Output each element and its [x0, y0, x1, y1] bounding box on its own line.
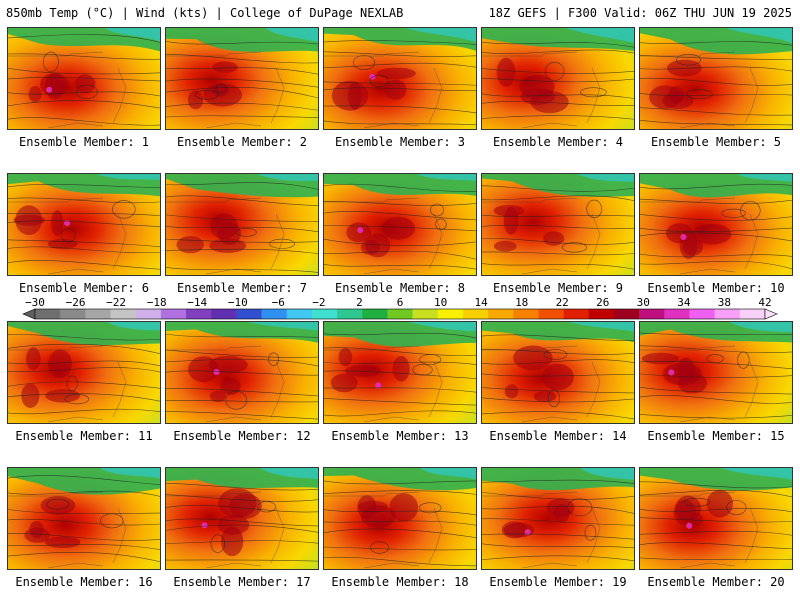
- ensemble-member-label: Ensemble Member: 14: [489, 429, 627, 443]
- colorbar-tick-label: 2: [356, 296, 363, 309]
- ensemble-member-label: Ensemble Member: 10: [647, 281, 785, 295]
- colorbar-swatch: [462, 309, 489, 319]
- colorbar-swatch: [488, 309, 514, 319]
- colorbar-tick-label: 42: [758, 296, 772, 309]
- ensemble-map-panel: [639, 321, 793, 424]
- ensemble-member-label: Ensemble Member: 19: [489, 575, 627, 589]
- colorbar-tick-label: 14: [474, 296, 488, 309]
- ensemble-member-label: Ensemble Member: 6: [18, 281, 150, 295]
- colorbar-swatch: [412, 309, 439, 319]
- ensemble-map-panel: [165, 467, 319, 570]
- colorbar-swatch: [387, 309, 413, 319]
- colorbar-tick-label: 6: [396, 296, 404, 309]
- ensemble-member-label: Ensemble Member: 3: [334, 135, 466, 149]
- temperature-colorbar: [22, 308, 778, 320]
- ensemble-member-label: Ensemble Member: 2: [176, 135, 308, 149]
- colorbar-tick-label: 26: [596, 296, 610, 309]
- ensemble-map-panel: [7, 173, 161, 276]
- colorbar-tick-label: −22: [106, 296, 127, 309]
- colorbar-tick-label: 30: [636, 296, 650, 309]
- ensemble-map-panel: [481, 321, 635, 424]
- colorbar-swatch: [588, 309, 615, 319]
- colorbar-swatch: [639, 309, 665, 319]
- ensemble-member-label: Ensemble Member: 9: [492, 281, 624, 295]
- colorbar-tick-label: −26: [65, 296, 86, 309]
- ensemble-member-label: Ensemble Member: 7: [176, 281, 308, 295]
- ensemble-member-label: Ensemble Member: 8: [334, 281, 466, 295]
- colorbar-max-arrow: [764, 308, 778, 320]
- ensemble-map-panel: [323, 467, 477, 570]
- colorbar-tick-label: −10: [227, 296, 248, 309]
- colorbar-tick-label: 18: [515, 296, 529, 309]
- colorbar-tick-labels: −30 −26 −22 −18 −14 −10 −6 −2 2 6 10 14 18 22 26 30 34 38…: [0, 296, 800, 309]
- colorbar-swatch: [513, 309, 539, 319]
- colorbar-tick-label: 34: [677, 296, 691, 309]
- colorbar-swatch: [311, 309, 338, 319]
- ensemble-member-label: Ensemble Member: 12: [173, 429, 311, 443]
- colorbar-swatch: [362, 309, 388, 319]
- colorbar-swatch: [211, 309, 237, 319]
- colorbar-tick-label: 38: [717, 296, 732, 309]
- colorbar-swatch: [664, 309, 690, 319]
- colorbar-tick-label: 10: [433, 296, 448, 309]
- colorbar-min-arrow: [22, 308, 36, 320]
- colorbar-swatch: [286, 309, 313, 319]
- ensemble-member-label: Ensemble Member: 13: [331, 429, 469, 443]
- ensemble-map-panel: [165, 173, 319, 276]
- ensemble-map-panel: [165, 321, 319, 424]
- ensemble-member-label: Ensemble Member: 5: [650, 135, 782, 149]
- ensemble-map-panel: [481, 27, 635, 130]
- colorbar-swatch: [236, 309, 262, 319]
- ensemble-member-label: Ensemble Member: 18: [331, 575, 469, 589]
- ensemble-map-panel: [323, 321, 477, 424]
- colorbar-tick-label: −14: [187, 296, 208, 309]
- ensemble-map-panel: [639, 467, 793, 570]
- ensemble-map-panel: [7, 467, 161, 570]
- colorbar-swatch: [35, 309, 61, 319]
- ensemble-map-panel: [165, 27, 319, 130]
- ensemble-map-panel: [639, 173, 793, 276]
- ensemble-map-panel: [323, 27, 477, 130]
- ensemble-map-panel: [639, 27, 793, 130]
- colorbar-swatch: [714, 309, 741, 319]
- colorbar-tick-label: 22: [555, 296, 569, 309]
- ensemble-member-label: Ensemble Member: 16: [15, 575, 153, 589]
- ensemble-map-panel: [481, 467, 635, 570]
- colorbar-swatch: [186, 309, 212, 319]
- colorbar-tick-label: −2: [312, 296, 326, 309]
- ensemble-member-label: Ensemble Member: 15: [647, 429, 785, 443]
- map-title: 850mb Temp (°C) | Wind (kts) | College o…: [6, 6, 404, 20]
- colorbar-swatch: [85, 309, 111, 319]
- colorbar-swatch: [538, 309, 564, 319]
- colorbar-swatch: [739, 309, 766, 319]
- ensemble-member-label: Ensemble Member: 11: [15, 429, 153, 443]
- colorbar-swatch: [110, 309, 136, 319]
- colorbar-swatch: [437, 309, 464, 319]
- colorbar-swatch: [613, 309, 640, 319]
- ensemble-map-panel: [481, 173, 635, 276]
- colorbar-swatch: [160, 309, 187, 319]
- ensemble-map-panel: [7, 27, 161, 130]
- colorbar-swatch: [337, 309, 363, 319]
- ensemble-map-panel: [323, 173, 477, 276]
- colorbar-swatch: [563, 309, 590, 319]
- valid-time-title: 18Z GEFS | F300 Valid: 06Z THU JUN 19 20…: [488, 6, 792, 20]
- ensemble-member-label: Ensemble Member: 17: [173, 575, 311, 589]
- colorbar-swatch: [60, 309, 86, 319]
- ensemble-member-label: Ensemble Member: 4: [492, 135, 624, 149]
- colorbar-swatch: [261, 309, 288, 319]
- colorbar-swatch: [689, 309, 715, 319]
- ensemble-member-label: Ensemble Member: 1: [18, 135, 150, 149]
- colorbar-tick-label: −18: [146, 296, 167, 309]
- colorbar-swatch: [135, 309, 162, 319]
- colorbar-tick-label: −6: [271, 296, 285, 309]
- ensemble-member-label: Ensemble Member: 20: [647, 575, 785, 589]
- ensemble-map-panel: [7, 321, 161, 424]
- colorbar-tick-label: −30: [25, 296, 45, 309]
